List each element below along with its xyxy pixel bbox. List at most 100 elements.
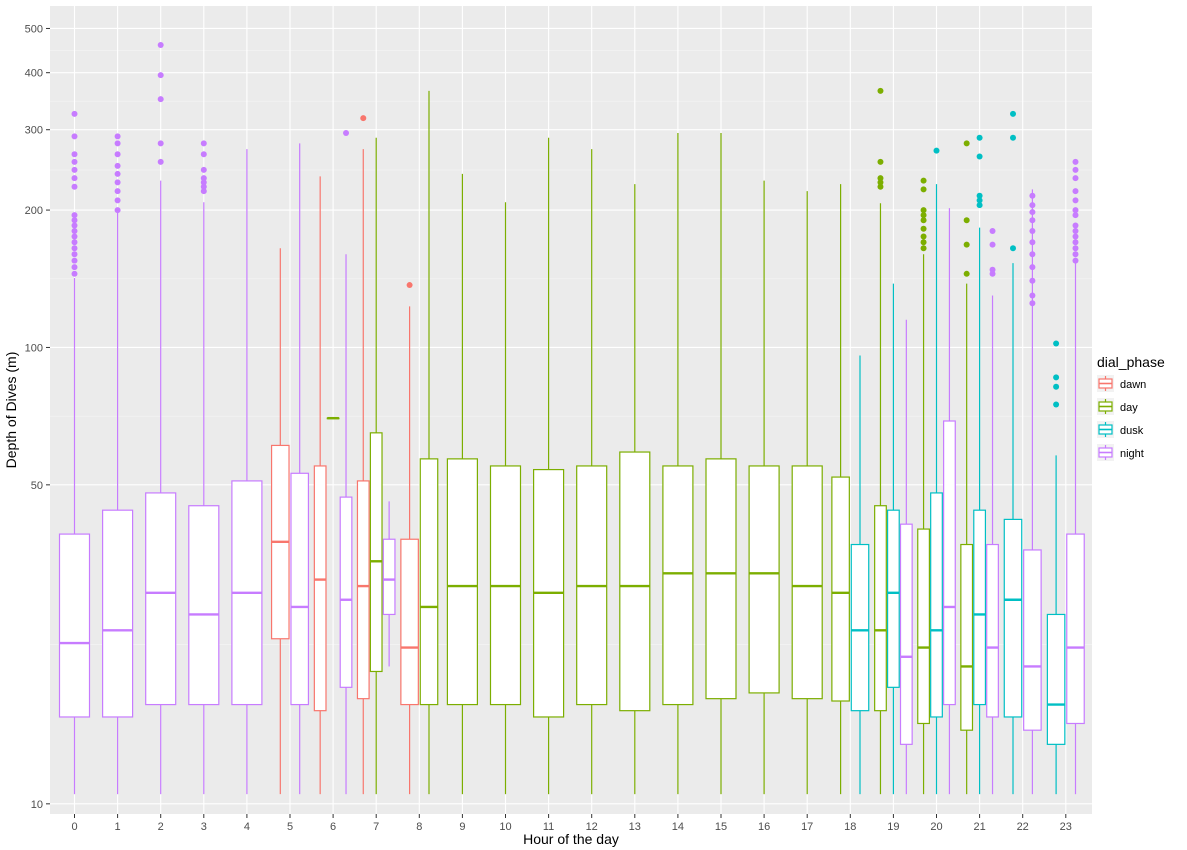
box-night-hour-4 — [231, 149, 263, 795]
outlier-point — [963, 270, 970, 277]
y-axis-ticks: 10 50 100 200 300 400 500 — [25, 23, 50, 811]
outlier-point — [1010, 110, 1017, 117]
box-day-hour-18 — [831, 184, 850, 795]
box-day-hour-7 — [369, 137, 383, 795]
outlier-point — [877, 158, 884, 165]
outlier-point — [1072, 188, 1079, 195]
box-night-hour-7 — [382, 501, 396, 667]
legend-label-dawn: dawn — [1120, 379, 1146, 391]
outlier-point — [1029, 192, 1036, 199]
outlier-point — [1072, 257, 1079, 264]
outlier-point — [71, 264, 78, 271]
outlier-point — [1029, 227, 1036, 234]
box-dawn-hour-5 — [270, 248, 290, 795]
outlier-point — [343, 130, 350, 137]
x-tick-label: 0 — [71, 821, 77, 833]
box-body — [419, 458, 439, 706]
x-tick-label: 22 — [1017, 821, 1029, 833]
y-tick-label: 50 — [31, 480, 43, 492]
outlier-point — [200, 166, 207, 173]
y-tick-label: 10 — [31, 799, 43, 811]
outlier-point — [920, 186, 927, 193]
outlier-point — [157, 140, 164, 147]
outlier-point — [920, 217, 927, 224]
outlier-point — [933, 147, 940, 154]
outlier-point — [877, 87, 884, 94]
outlier-point — [200, 175, 207, 182]
x-tick-label: 14 — [672, 821, 684, 833]
box-body — [943, 420, 956, 706]
outlier-point — [1029, 217, 1036, 224]
box-day-hour-20 — [917, 177, 930, 795]
outlier-point — [71, 251, 78, 258]
box-body — [356, 480, 370, 700]
box-day-hour-17 — [791, 191, 823, 795]
outlier-point — [976, 153, 983, 160]
box-day-hour-9 — [446, 173, 478, 795]
x-tick-label: 6 — [330, 821, 336, 833]
box-body — [1046, 613, 1066, 745]
box-body — [986, 543, 999, 718]
outlier-point — [71, 233, 78, 240]
outlier-point — [976, 192, 983, 199]
y-tick-label: 400 — [25, 68, 43, 80]
box-night-hour-2 — [145, 41, 177, 795]
x-tick-label: 19 — [887, 821, 899, 833]
box-night-hour-5 — [290, 143, 310, 795]
outlier-point — [406, 282, 413, 289]
box-dusk-hour-20 — [930, 147, 943, 795]
outlier-point — [1010, 245, 1017, 252]
outlier-point — [920, 177, 927, 184]
outlier-point — [920, 233, 927, 240]
outlier-point — [360, 115, 367, 122]
outlier-point — [1072, 207, 1079, 214]
box-day-hour-16 — [748, 180, 780, 795]
outlier-point — [114, 170, 121, 177]
box-body — [1003, 518, 1023, 718]
outlier-point — [71, 222, 78, 229]
boxes-layer — [58, 41, 1085, 795]
outlier-point — [114, 140, 121, 147]
outlier-point — [877, 179, 884, 186]
outlier-point — [976, 134, 983, 141]
x-tick-label: 2 — [158, 821, 164, 833]
outlier-point — [989, 241, 996, 248]
outlier-point — [71, 217, 78, 224]
box-body — [748, 465, 780, 694]
box-body — [290, 472, 310, 706]
x-tick-label: 20 — [930, 821, 942, 833]
outlier-point — [71, 212, 78, 219]
outlier-point — [114, 162, 121, 169]
box-night-hour-20 — [943, 208, 956, 795]
outlier-point — [71, 270, 78, 277]
outlier-point — [1029, 209, 1036, 216]
box-body — [850, 543, 870, 712]
outlier-point — [1053, 374, 1060, 381]
x-tick-label: 10 — [499, 821, 511, 833]
outlier-point — [1029, 202, 1036, 209]
box-night-hour-19 — [899, 319, 913, 795]
box-body — [369, 432, 383, 673]
box-body — [619, 451, 651, 712]
outlier-point — [989, 227, 996, 234]
outlier-point — [1072, 251, 1079, 258]
x-tick-label: 23 — [1060, 821, 1072, 833]
x-tick-label: 17 — [801, 821, 813, 833]
outlier-point — [200, 151, 207, 158]
box-body — [1066, 533, 1085, 725]
outlier-point — [157, 41, 164, 48]
outlier-point — [114, 207, 121, 214]
box-body — [58, 533, 91, 718]
box-body — [446, 458, 478, 706]
box-night-hour-21 — [986, 227, 999, 795]
outlier-point — [1029, 300, 1036, 307]
outlier-point — [114, 133, 121, 140]
legend-label-dusk: dusk — [1120, 425, 1144, 437]
outlier-point — [71, 110, 78, 117]
x-tick-label: 15 — [715, 821, 727, 833]
box-body — [145, 492, 177, 706]
box-body — [831, 476, 850, 702]
outlier-point — [114, 188, 121, 195]
outlier-point — [71, 239, 78, 246]
outlier-point — [71, 245, 78, 252]
